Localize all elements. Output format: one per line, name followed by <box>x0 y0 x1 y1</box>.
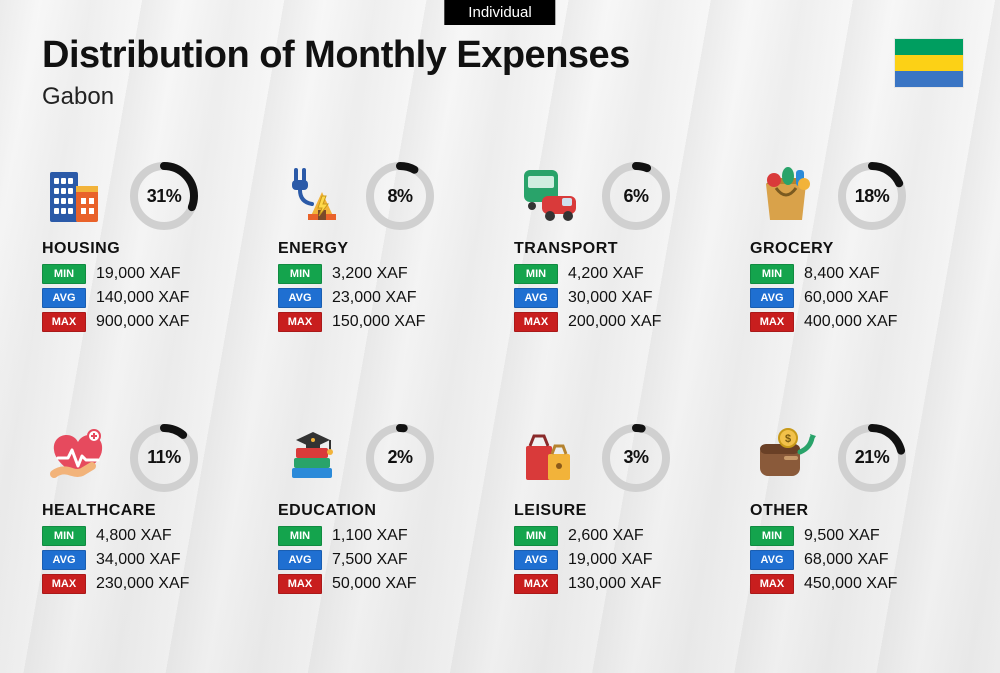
avg-value: 19,000 XAF <box>568 551 653 569</box>
avg-value: 60,000 XAF <box>804 289 889 307</box>
percent-label: 31% <box>128 160 200 232</box>
min-value: 2,600 XAF <box>568 527 644 545</box>
min-value: 9,500 XAF <box>804 527 880 545</box>
percent-donut: 11% <box>128 422 200 494</box>
percent-label: 21% <box>836 422 908 494</box>
avg-tag: AVG <box>42 550 86 570</box>
max-tag: MAX <box>42 312 86 332</box>
energy-icon <box>278 164 350 228</box>
avg-tag: AVG <box>514 550 558 570</box>
header: Distribution of Monthly Expenses Gabon <box>42 34 958 111</box>
category-grid: 31% HOUSING MIN 19,000 XAF AVG 140,000 X… <box>42 160 968 643</box>
max-tag: MAX <box>278 312 322 332</box>
category-name: TRANSPORT <box>514 240 732 258</box>
avg-value: 34,000 XAF <box>96 551 181 569</box>
category-other: $ 21% OTHER MIN 9,500 XAF AVG 68,000 XAF <box>750 422 968 644</box>
min-tag: MIN <box>278 526 322 546</box>
max-tag: MAX <box>514 312 558 332</box>
avg-tag: AVG <box>750 550 794 570</box>
category-name: GROCERY <box>750 240 968 258</box>
max-value: 450,000 XAF <box>804 575 897 593</box>
avg-tag: AVG <box>278 550 322 570</box>
percent-label: 18% <box>836 160 908 232</box>
healthcare-icon <box>42 426 114 490</box>
category-energy: 8% ENERGY MIN 3,200 XAF AVG 23,000 XAF M… <box>278 160 496 382</box>
svg-text:$: $ <box>785 433 791 445</box>
avg-tag: AVG <box>42 288 86 308</box>
avg-tag: AVG <box>278 288 322 308</box>
percent-donut: 21% <box>836 422 908 494</box>
category-education: 2% EDUCATION MIN 1,100 XAF AVG 7,500 XAF… <box>278 422 496 644</box>
other-icon: $ <box>750 426 822 490</box>
percent-donut: 2% <box>364 422 436 494</box>
avg-value: 30,000 XAF <box>568 289 653 307</box>
max-tag: MAX <box>750 574 794 594</box>
percent-donut: 8% <box>364 160 436 232</box>
category-transport: 6% TRANSPORT MIN 4,200 XAF AVG 30,000 XA… <box>514 160 732 382</box>
max-value: 230,000 XAF <box>96 575 189 593</box>
percent-donut: 18% <box>836 160 908 232</box>
flag-gabon <box>894 38 964 88</box>
category-name: HOUSING <box>42 240 260 258</box>
avg-value: 23,000 XAF <box>332 289 417 307</box>
min-value: 8,400 XAF <box>804 265 880 283</box>
avg-tag: AVG <box>514 288 558 308</box>
leisure-icon <box>514 426 586 490</box>
percent-label: 8% <box>364 160 436 232</box>
percent-donut: 31% <box>128 160 200 232</box>
percent-label: 3% <box>600 422 672 494</box>
min-value: 1,100 XAF <box>332 527 408 545</box>
avg-value: 7,500 XAF <box>332 551 408 569</box>
max-tag: MAX <box>42 574 86 594</box>
percent-donut: 3% <box>600 422 672 494</box>
min-value: 4,800 XAF <box>96 527 172 545</box>
max-value: 400,000 XAF <box>804 313 897 331</box>
max-value: 50,000 XAF <box>332 575 417 593</box>
buildings-icon <box>42 164 114 228</box>
max-value: 150,000 XAF <box>332 313 425 331</box>
percent-label: 11% <box>128 422 200 494</box>
category-leisure: 3% LEISURE MIN 2,600 XAF AVG 19,000 XAF … <box>514 422 732 644</box>
page-subtitle: Gabon <box>42 83 958 111</box>
percent-label: 6% <box>600 160 672 232</box>
percent-donut: 6% <box>600 160 672 232</box>
category-housing: 31% HOUSING MIN 19,000 XAF AVG 140,000 X… <box>42 160 260 382</box>
min-value: 3,200 XAF <box>332 265 408 283</box>
min-tag: MIN <box>278 264 322 284</box>
top-tag: Individual <box>444 0 555 25</box>
min-tag: MIN <box>750 264 794 284</box>
max-tag: MAX <box>278 574 322 594</box>
category-name: HEALTHCARE <box>42 502 260 520</box>
max-value: 200,000 XAF <box>568 313 661 331</box>
min-tag: MIN <box>514 526 558 546</box>
min-tag: MIN <box>42 526 86 546</box>
max-tag: MAX <box>514 574 558 594</box>
min-tag: MIN <box>42 264 86 284</box>
max-tag: MAX <box>750 312 794 332</box>
min-value: 4,200 XAF <box>568 265 644 283</box>
page-title: Distribution of Monthly Expenses <box>42 34 958 77</box>
category-name: LEISURE <box>514 502 732 520</box>
category-healthcare: 11% HEALTHCARE MIN 4,800 XAF AVG 34,000 … <box>42 422 260 644</box>
avg-tag: AVG <box>750 288 794 308</box>
avg-value: 140,000 XAF <box>96 289 189 307</box>
max-value: 900,000 XAF <box>96 313 189 331</box>
category-grocery: 18% GROCERY MIN 8,400 XAF AVG 60,000 XAF… <box>750 160 968 382</box>
category-name: ENERGY <box>278 240 496 258</box>
education-icon <box>278 426 350 490</box>
transport-icon <box>514 164 586 228</box>
min-tag: MIN <box>750 526 794 546</box>
min-value: 19,000 XAF <box>96 265 181 283</box>
percent-label: 2% <box>364 422 436 494</box>
category-name: OTHER <box>750 502 968 520</box>
avg-value: 68,000 XAF <box>804 551 889 569</box>
min-tag: MIN <box>514 264 558 284</box>
grocery-icon <box>750 164 822 228</box>
category-name: EDUCATION <box>278 502 496 520</box>
max-value: 130,000 XAF <box>568 575 661 593</box>
